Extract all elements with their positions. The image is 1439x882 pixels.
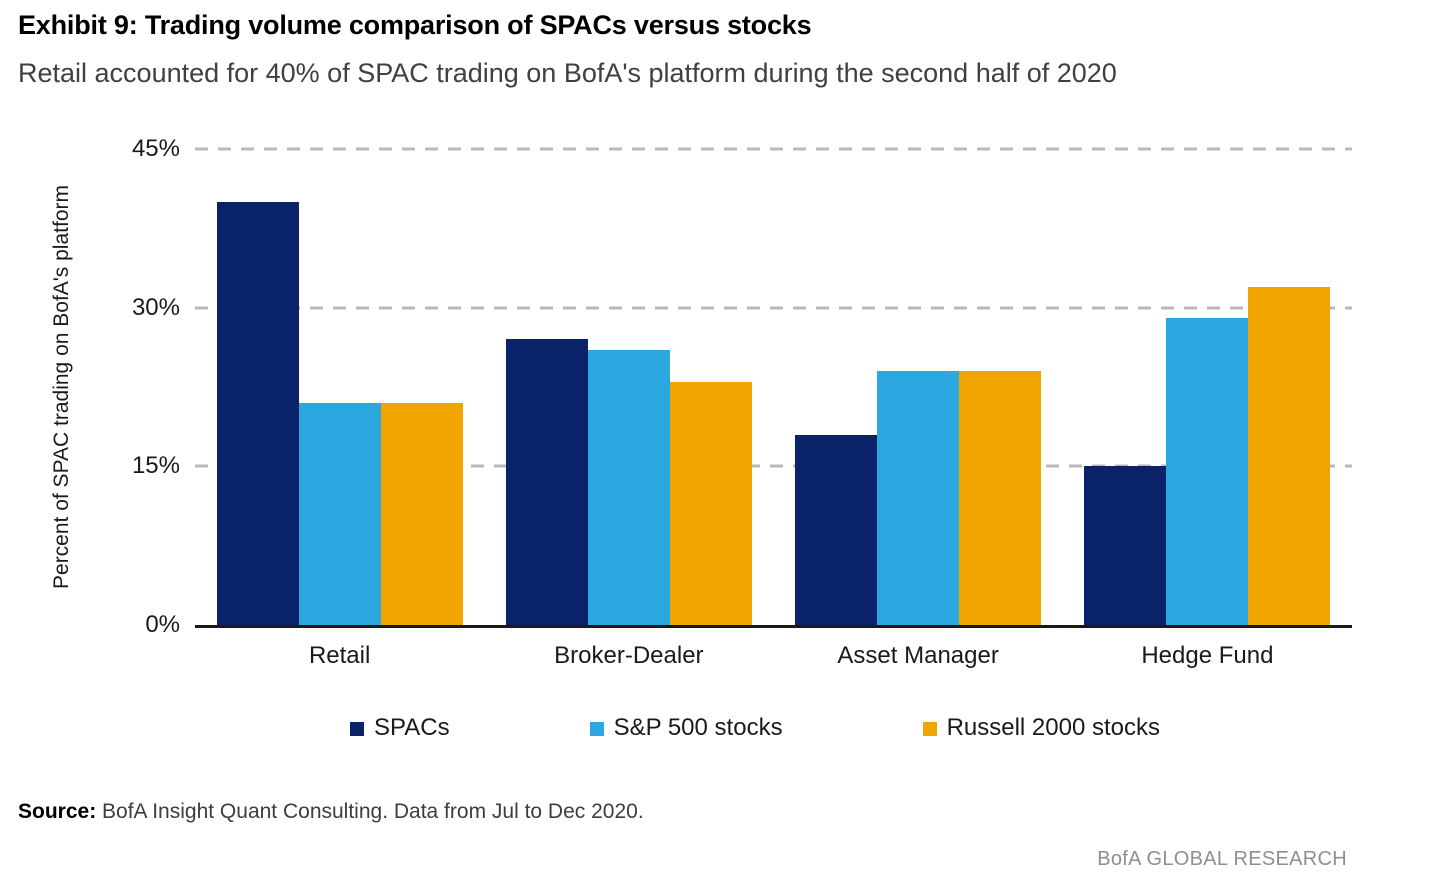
legend-item-spacs: SPACs — [350, 714, 450, 742]
y-axis-tick-rail: 0% 15% 30% 45% — [90, 137, 185, 637]
chart-legend: SPACs S&P 500 stocks Russell 2000 stocks — [195, 714, 1160, 742]
bar-broker-dealer-russell-2000-stocks — [669, 381, 752, 625]
bar-group-broker-dealer — [484, 149, 773, 625]
legend-label-s-p-500-stocks: S&P 500 stocks — [613, 714, 783, 741]
legend-label-spacs: SPACs — [374, 714, 450, 741]
bar-broker-dealer-s-p-500-stocks — [587, 349, 670, 625]
gridline-45pct — [195, 147, 1352, 151]
legend-label-russell-2000-stocks: Russell 2000 stocks — [946, 714, 1160, 741]
bar-retail-spacs — [216, 201, 299, 625]
bar-retail-s-p-500-stocks — [298, 402, 381, 625]
source-label: Source: — [18, 800, 97, 823]
y-tick-label-45: 45% — [131, 135, 180, 162]
y-tick-label-30: 30% — [131, 293, 180, 321]
bar-group-asset-manager — [774, 149, 1063, 625]
bar-asset-manager-spacs — [795, 434, 878, 625]
legend-swatch-russell-2000-stocks — [922, 722, 937, 736]
bar-retail-russell-2000-stocks — [380, 402, 463, 625]
x-category-label-retail: Retail — [308, 642, 371, 669]
legend-swatch-spacs — [350, 722, 364, 736]
x-category-label-asset-manager: Asset Manager — [837, 642, 999, 669]
y-tick-label-0: 0% — [145, 611, 180, 638]
legend-swatch-s-p-500-stocks — [589, 722, 604, 736]
legend-item-russell-2000-stocks: Russell 2000 stocks — [922, 714, 1160, 742]
gridline-15pct — [195, 464, 1352, 468]
gridline-30pct — [195, 306, 1352, 310]
bofa-global-research-branding: BofA GLOBAL RESEARCH — [1097, 848, 1347, 870]
bar-groups — [195, 149, 1352, 625]
source-text: BofA Insight Quant Consulting. Data from… — [96, 800, 644, 823]
bar-asset-manager-russell-2000-stocks — [959, 371, 1042, 625]
bar-hedge-fund-spacs — [1084, 466, 1167, 625]
x-axis-labels: Retail Broker-Dealer Asset Manager Hedge Fu… — [195, 642, 1352, 670]
bar-hedge-fund-s-p-500-stocks — [1166, 318, 1249, 625]
bar-broker-dealer-spacs — [505, 339, 588, 625]
bar-hedge-fund-russell-2000-stocks — [1248, 286, 1331, 625]
y-axis-title: Percent of SPAC trading on BofA's platfo… — [50, 185, 73, 589]
exhibit-subtitle: Retail accounted for 40% of SPAC trading… — [18, 58, 1117, 88]
source-note: Source: BofA Insight Quant Consulting. D… — [18, 800, 644, 824]
bar-asset-manager-s-p-500-stocks — [877, 371, 960, 625]
bar-group-hedge-fund — [1063, 149, 1352, 625]
bar-group-retail — [195, 149, 484, 625]
legend-item-s-p-500-stocks: S&P 500 stocks — [589, 714, 783, 742]
exhibit-title: Exhibit 9: Trading volume comparison of … — [18, 10, 812, 40]
x-category-label-hedge-fund: Hedge Fund — [1141, 642, 1274, 669]
plot-area — [195, 147, 1352, 628]
y-tick-label-15: 15% — [131, 452, 180, 480]
x-category-label-broker-dealer: Broker-Dealer — [554, 642, 704, 669]
